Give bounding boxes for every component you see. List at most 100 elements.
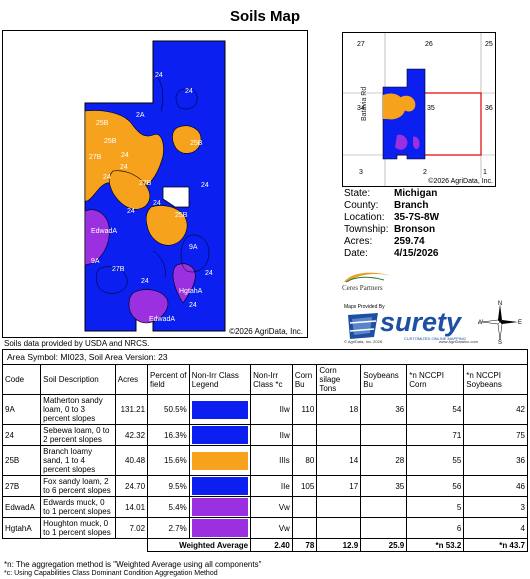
location-info: State: Michigan County: Branch Location: 35-7… — [344, 188, 439, 260]
soil-map-label: 25B — [96, 120, 109, 127]
locator-map[interactable]: 27 26 25 34 35 36 3 2 1 Batavia Rd ©2026… — [342, 32, 496, 187]
info-value: 259.74 — [394, 236, 425, 247]
col-header: Non-Irr Class Legend — [188, 364, 252, 395]
locator-copyright: ©2026 AgriData, Inc. — [428, 178, 493, 185]
cell-class: IIe — [250, 475, 293, 497]
soil-map-label: 27B — [89, 154, 102, 161]
soil-region-hgtaha — [172, 263, 196, 304]
locator-map-canvas — [343, 33, 495, 186]
soils-map[interactable]: 24 24 25B 2A 25B 27B 24 24 27B 25B 24 25B EdwadA 9A 27… — [2, 30, 308, 338]
soil-region-25b — [84, 110, 164, 202]
info-row: County: Branch — [344, 200, 439, 212]
cell-class: Vw — [250, 496, 293, 518]
info-label: Acres: — [344, 236, 373, 247]
cell-legend — [188, 475, 252, 497]
cell-code: 27B — [1, 475, 42, 497]
soil-boundary — [180, 234, 210, 273]
table-row: EdwadA Edwards muck, 0 to 1 percent slope… — [1, 496, 528, 518]
cell-code: 24 — [1, 424, 42, 446]
col-header: Code — [1, 364, 42, 395]
section-1: 1 — [483, 169, 487, 176]
legend-swatch — [191, 451, 249, 470]
cell-silage — [316, 517, 362, 539]
legend-swatch — [191, 519, 249, 537]
cell-code: EdwadA — [1, 496, 42, 518]
col-header: Soybeans Bu — [360, 364, 408, 395]
table-row: 24 Sebewa loam, 0 to 2 percent slopes 42.3… — [1, 424, 528, 446]
col-header: Percent of field — [147, 364, 190, 395]
page-title: Soils Map — [229, 8, 300, 25]
surety-footer-right: www.AgriDataInc.com — [438, 339, 478, 344]
col-header: Corn silage Tons — [316, 364, 362, 395]
surety-wordmark: surety — [380, 307, 462, 337]
cell-percent: 9.5% — [147, 475, 190, 497]
cell-code: 9A — [1, 394, 42, 425]
cell-class: IIw — [250, 424, 293, 446]
legend-swatch — [191, 400, 249, 419]
cell-legend — [188, 517, 252, 539]
cell-soybeans — [360, 424, 408, 446]
cell-legend — [188, 394, 252, 425]
weighted-nccpi-corn: *n 53.2 — [406, 538, 465, 552]
table-row: 9A Matherton sandy loam, 0 to 3 percent s… — [1, 394, 528, 425]
cell-corn: 80 — [291, 445, 318, 476]
weighted-nccpi-soy: *n 43.7 — [463, 538, 528, 552]
cell-corn — [291, 496, 318, 518]
info-label: State: — [344, 188, 371, 199]
road-label: Batavia Rd — [361, 86, 368, 121]
soil-map-label: 24 — [185, 88, 193, 95]
section-27: 27 — [357, 41, 365, 48]
cell-nccpi-corn: 54 — [406, 394, 465, 425]
table-header-row: Code Soil Description Acres Percent of f… — [1, 364, 528, 395]
soil-map-label: 24 — [141, 278, 149, 285]
maps-provided-by: Maps Provided By — [344, 304, 385, 310]
soil-boundary — [152, 70, 164, 112]
cell-description: Fox sandy loam, 2 to 6 percent slopes — [40, 475, 116, 497]
cell-silage: 17 — [316, 475, 362, 497]
soil-boundary — [175, 88, 198, 110]
cell-silage — [316, 496, 362, 518]
soil-map-label: 27B — [112, 266, 125, 273]
info-row: Township: Bronson — [344, 224, 439, 236]
soil-map-label: 24 — [120, 164, 128, 171]
cell-acres: 131.21 — [114, 394, 149, 425]
cell-description: Matherton sandy loam, 0 to 3 percent slo… — [40, 394, 116, 425]
section-3: 3 — [359, 169, 363, 176]
soil-map-label: 25B — [190, 140, 203, 147]
weighted-soybeans: 25.9 — [360, 538, 408, 552]
soils-table: Area Symbol: MI023, Soil Area Version: 2… — [1, 349, 528, 552]
soil-map-label: EdwadA — [149, 316, 175, 323]
data-credit: Soils data provided by USDA and NRCS. — [4, 339, 150, 348]
weighted-silage: 12.9 — [316, 538, 362, 552]
col-header: Soil Description — [40, 364, 116, 395]
col-header: *n NCCPI Corn — [406, 364, 465, 395]
area-symbol-row: Area Symbol: MI023, Soil Area Version: 2… — [2, 349, 528, 365]
table-row: 25B Branch loamy sand, 1 to 4 percent slo… — [1, 445, 528, 476]
cell-soybeans: 28 — [360, 445, 408, 476]
soil-region-25b — [108, 170, 151, 210]
cell-percent: 15.6% — [147, 445, 190, 476]
weighted-average-row: Weighted Average 2.40 78 12.9 25.9 *n 53.2 *n … — [3, 538, 528, 552]
weighted-label: Weighted Average — [147, 538, 252, 552]
area-symbol: Area Symbol: MI023, Soil Area Version: 2… — [2, 349, 528, 365]
cell-percent: 16.3% — [147, 424, 190, 446]
cell-corn: 105 — [291, 475, 318, 497]
soil-map-label: 9A — [189, 244, 198, 251]
table-row: 27B Fox sandy loam, 2 to 6 percent slopes… — [1, 475, 528, 497]
col-header: Acres — [114, 364, 149, 395]
soil-map-label: 24 — [201, 182, 209, 189]
cell-percent: 50.5% — [147, 394, 190, 425]
soil-map-label: 24 — [103, 174, 111, 181]
compass-w: W — [478, 320, 483, 326]
legend-swatch — [191, 498, 249, 516]
ceres-logo: Ceres Partners — [342, 270, 396, 296]
cell-nccpi-corn: 6 — [406, 517, 465, 539]
cell-nccpi-corn: 71 — [406, 424, 465, 446]
cell-nccpi-soy: 46 — [463, 475, 528, 497]
legend-swatch — [191, 477, 249, 495]
inclusion-area — [162, 186, 190, 208]
cell-silage: 14 — [316, 445, 362, 476]
section-34: 34 — [357, 105, 365, 112]
cell-corn — [291, 517, 318, 539]
cell-description: Branch loamy sand, 1 to 4 percent slopes — [40, 445, 116, 476]
